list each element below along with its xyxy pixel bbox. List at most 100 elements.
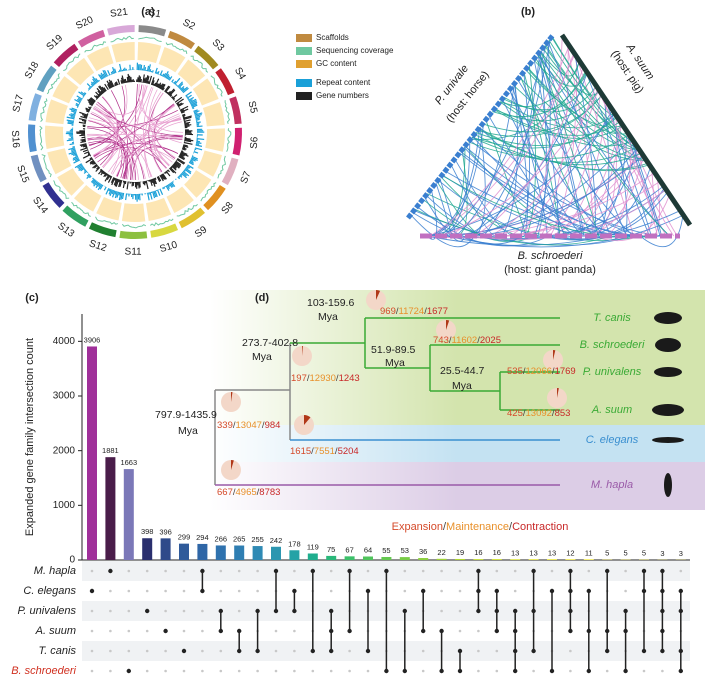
repeat-bar (196, 140, 201, 143)
chord (93, 107, 121, 174)
count-separator: / (552, 408, 555, 419)
gene-bar (98, 169, 103, 175)
synteny-link (426, 210, 681, 246)
matrix-dot (366, 569, 370, 573)
matrix-dot (164, 609, 167, 613)
gene-bar (184, 138, 194, 142)
segment-label: S19 (45, 33, 66, 53)
legend-label: Scaffolds (316, 33, 349, 42)
animal-icon (664, 473, 672, 497)
count-maintenance: 12930 (310, 373, 336, 384)
matrix-dot (90, 649, 94, 653)
pie-expansion (557, 388, 559, 398)
matrix-dot (624, 589, 627, 593)
scaffold (150, 223, 179, 238)
repeat-bar (193, 110, 200, 114)
gene-bar (100, 170, 104, 174)
value-label: 3 (660, 549, 664, 558)
bar (123, 469, 134, 560)
matrix-member (568, 608, 573, 614)
coverage (150, 218, 174, 227)
repeat-bar (78, 165, 84, 170)
y-tick-label: 0 (69, 555, 75, 566)
matrix-dot (145, 629, 149, 633)
count-contraction: 853 (555, 408, 571, 419)
repeat-bar (92, 76, 98, 84)
repeat-bar (75, 102, 80, 106)
gene-bar (180, 151, 188, 156)
gene-bar (172, 163, 178, 168)
scaffold (77, 29, 106, 48)
matrix-dot (293, 629, 296, 633)
gene-bar (181, 150, 184, 153)
legend-label: Sequencing coverage (316, 46, 394, 55)
gene-bar (171, 164, 177, 170)
chord (149, 89, 176, 159)
animal-icon (654, 312, 682, 324)
scaffold (36, 65, 57, 93)
gene-bar (182, 146, 186, 149)
gene-bar (119, 180, 123, 187)
matrix-member (660, 588, 665, 594)
legend-contraction: Contraction (512, 521, 568, 533)
count-expansion: 535 (507, 366, 523, 377)
gene-bar (99, 85, 106, 93)
bar (344, 556, 355, 560)
repeat-bar (186, 165, 191, 169)
synteny-link (429, 127, 481, 237)
chord (87, 84, 128, 140)
segment-label: S5 (246, 100, 259, 115)
matrix-member (641, 648, 647, 654)
bar (455, 558, 465, 560)
node-time: 51.9-89.5 (371, 344, 416, 356)
repeat-bar (118, 191, 121, 196)
value-label: 5 (642, 549, 646, 558)
repeat-bar (67, 121, 74, 124)
matrix-member (660, 608, 665, 614)
matrix-dot (237, 669, 241, 673)
repeat-bar (121, 192, 125, 200)
synteny-link (468, 134, 630, 159)
gene-bar (153, 82, 157, 87)
matrix-member (384, 668, 389, 674)
pie-expansion (231, 460, 234, 470)
repeat-bar (74, 163, 83, 169)
matrix-dot (550, 569, 554, 573)
chord (93, 96, 118, 158)
count-separator: / (424, 306, 427, 317)
matrix-dot (477, 669, 480, 673)
gene-bar (153, 177, 158, 185)
legend-label: Repeat content (316, 78, 371, 87)
bar (252, 546, 263, 560)
synteny-link (540, 44, 569, 237)
repeat-bar (185, 167, 192, 173)
value-label: 5 (624, 549, 628, 558)
chord (90, 113, 125, 178)
repeat-bar (108, 188, 111, 192)
coverage (224, 100, 231, 124)
value-label: 3906 (84, 335, 101, 344)
gene-bar (87, 106, 92, 109)
matrix-member (365, 588, 371, 594)
segment-label: S1 (148, 7, 162, 20)
matrix-dot (145, 569, 149, 573)
gene-bar (111, 177, 116, 186)
coverage (40, 98, 48, 122)
gene-bar (177, 102, 184, 108)
value-label: 67 (345, 545, 353, 554)
gene-bar (177, 157, 186, 164)
repeat-bar (180, 87, 185, 92)
repeat-bar (99, 74, 104, 80)
count-legend: Expansion/Maintenance/Contraction (392, 521, 569, 533)
matrix-member (513, 668, 518, 674)
gene-bar (174, 161, 182, 167)
repeat-bar (88, 87, 91, 90)
gene-bar (164, 86, 171, 93)
gene-bar (80, 147, 88, 151)
gene-bar (81, 139, 86, 142)
count-separator: / (396, 306, 399, 317)
count-maintenance: 12066 (526, 366, 552, 377)
repeat-bar (140, 64, 143, 71)
matrix-member (641, 588, 647, 594)
repeat-bar (144, 67, 147, 71)
